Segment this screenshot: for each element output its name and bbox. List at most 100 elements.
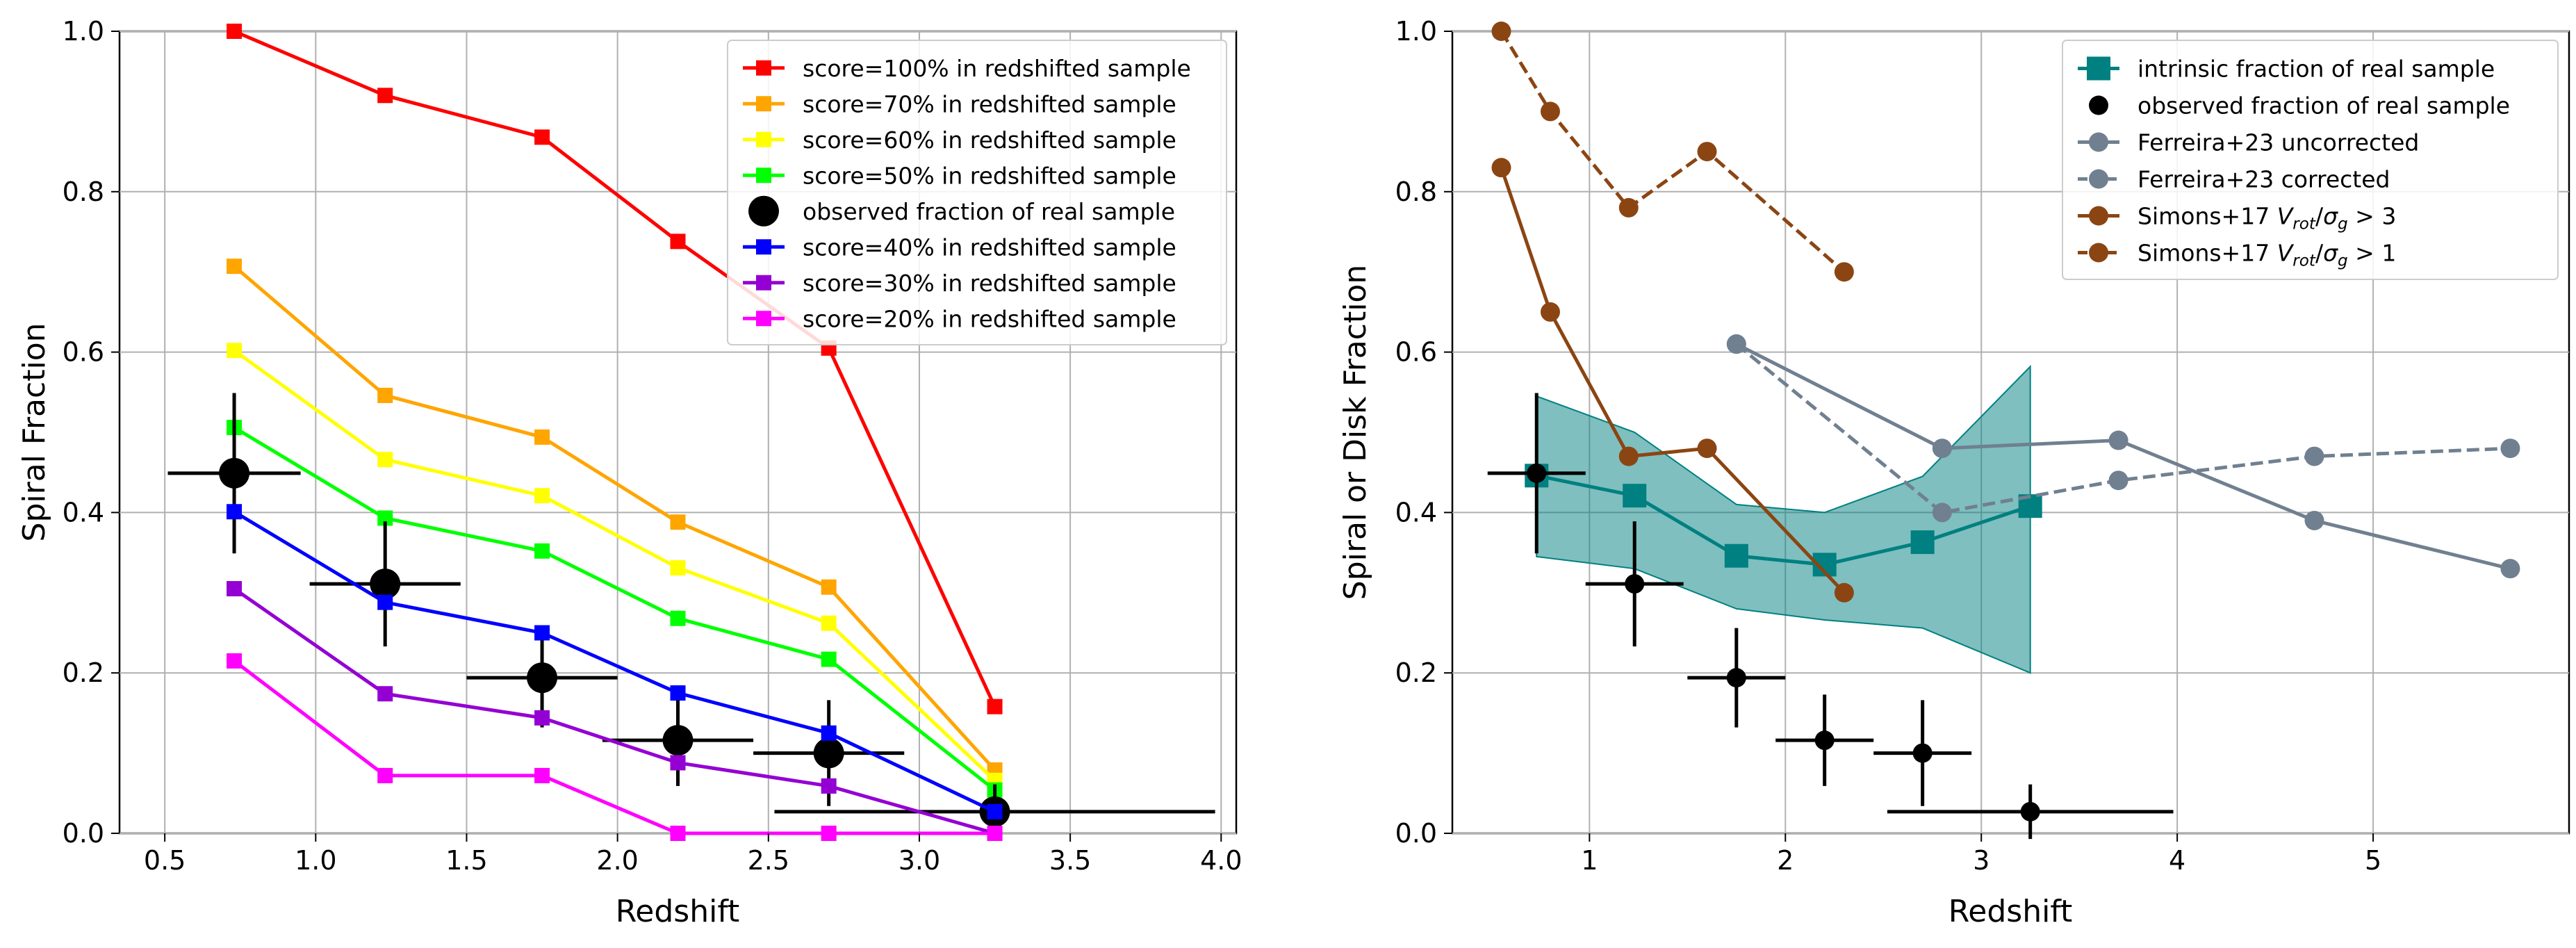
data-point [1834,582,1854,603]
data-point [813,737,844,769]
legend: intrinsic fraction of real sample observe… [2062,40,2559,280]
legend-marker [2089,243,2108,263]
data-point [2304,446,2324,466]
legend-entry: score=70% in redshifted sample [743,90,1176,117]
legend-marker [2089,206,2108,226]
series-observed-fraction-of-real-sample [1487,393,2174,840]
data-point [227,343,243,359]
data-point [1834,262,1854,282]
data-point [1697,142,1717,162]
data-point [534,129,550,145]
y-tick-label: 0.2 [63,657,104,688]
data-point [1623,484,1647,508]
legend-entry: score=40% in redshifted sample [743,234,1176,261]
legend-label: score=100% in redshifted sample [803,55,1191,82]
data-point [662,725,694,756]
series-line [233,265,996,771]
data-point [377,510,393,526]
data-point [1697,439,1717,459]
data-point [2304,510,2324,530]
legend-marker [756,239,771,255]
legend-marker [2087,56,2110,81]
x-axis-label: Redshift [1949,894,2073,929]
y-tick-label: 0.8 [1395,177,1437,207]
x-tick-label: 3 [1973,845,1990,876]
series-simons-17-v-rot-g-1 [1491,22,1854,282]
series-line [233,349,996,782]
legend-marker [756,131,771,147]
legend-marker [756,60,771,76]
data-point [821,615,837,631]
legend-entry: Ferreira+23 uncorrected [2078,129,2419,156]
data-point [1910,530,1935,555]
x-tick-label: 2.5 [748,845,789,876]
data-point [377,387,393,403]
data-point [227,581,243,597]
legend-entry: observed fraction of real sample [2089,92,2510,120]
y-axis-label: Spiral Fraction [17,323,52,542]
data-point [377,686,393,702]
data-point [534,767,550,783]
legend-label: observed fraction of real sample [803,198,1175,225]
ticks: 1 2 3 4 5 0.0 0.2 0.4 0.6 0.8 1.0 [1395,16,2382,876]
data-point [2020,801,2040,822]
data-point [1724,544,1748,568]
legend-entry: score=20% in redshifted sample [743,305,1176,332]
legend-label: Simons+17 Vrot/σg > 1 [2138,240,2396,270]
y-axis-label: Spiral or Disk Fraction [1338,265,1373,600]
data-point [377,594,393,610]
legend-marker [2089,95,2108,115]
legend-label: observed fraction of real sample [2138,92,2510,120]
series-layer [1487,22,2520,840]
y-tick-label: 0.8 [63,177,104,207]
x-tick-label: 3.0 [899,845,940,876]
series-line [233,659,995,835]
y-tick-label: 0.0 [1395,818,1437,849]
ticks: 0.5 1.0 1.5 2.0 2.5 3.0 3.5 4.0 0.0 0.2 0.4 0.6 0.8 1… [63,16,1242,876]
legend-entry: score=100% in redshifted sample [743,55,1191,82]
data-point [1540,101,1560,122]
data-point [2108,430,2128,450]
y-tick-label: 0.6 [1395,337,1437,368]
data-point [227,653,243,669]
legend-box [2062,40,2559,280]
series-layer [167,24,1215,841]
data-point [527,662,558,694]
data-point [1814,730,1835,751]
data-point [1491,22,1511,41]
legend-marker [756,96,771,112]
x-tick-label: 0.5 [144,845,186,876]
series-score-100-in-redshifted-sample [227,24,1003,714]
x-tick-label: 4 [2169,845,2185,876]
legend-label: Ferreira+23 corrected [2138,166,2390,193]
legend-marker [2089,169,2108,189]
legend-box [727,40,1227,345]
data-point [219,457,250,489]
series-ferreira-23-corrected [1726,334,2520,523]
series-line [233,587,996,835]
legend-label: Ferreira+23 uncorrected [2138,129,2419,156]
data-point [1491,158,1511,178]
data-point [670,755,686,771]
data-point [1912,743,1933,763]
spiral-or-disk-fraction-chart: Redshift Spiral or Disk Fraction 1 2 3 4 5 0.… [1338,16,2570,929]
data-point [2500,559,2520,579]
data-point [821,579,837,595]
y-tick-label: 0.4 [1395,497,1437,528]
x-tick-label: 5 [2365,845,2381,876]
legend-marker [756,311,771,327]
data-point [1618,446,1639,466]
series-line [233,29,996,708]
data-point [377,767,393,783]
data-point [670,685,686,701]
y-tick-label: 0.2 [1395,657,1437,688]
legend: score=100% in redshifted sample score=70%… [727,40,1227,345]
x-tick-label: 2.0 [596,845,638,876]
legend-entry: score=50% in redshifted sample [743,162,1176,189]
x-tick-label: 4.0 [1200,845,1242,876]
x-tick-label: 3.5 [1049,845,1091,876]
y-tick-label: 0.4 [63,497,104,528]
data-point [670,514,686,530]
data-point [2500,439,2520,459]
data-point [377,452,393,468]
